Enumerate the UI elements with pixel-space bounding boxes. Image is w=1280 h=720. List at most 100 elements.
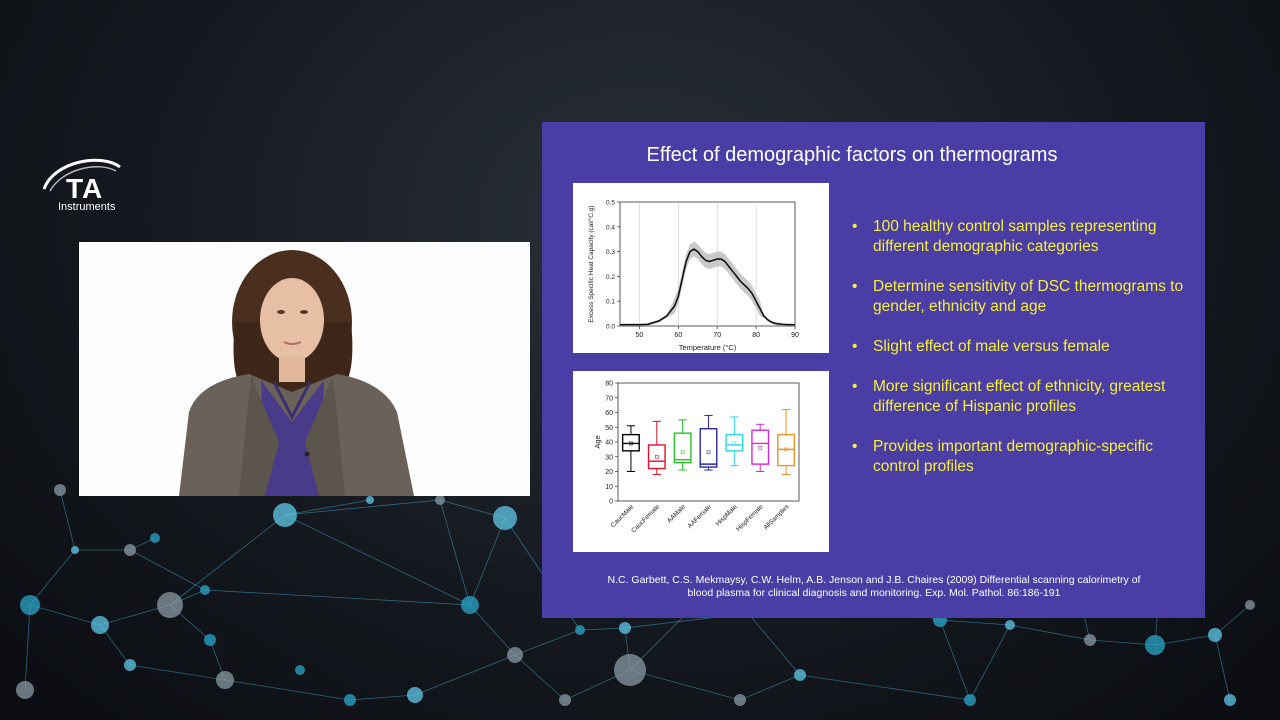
y-tick-label: 0.1 xyxy=(606,299,615,306)
network-node xyxy=(493,506,517,530)
network-node xyxy=(794,669,806,681)
network-link xyxy=(469,517,506,606)
bullet-marker: • xyxy=(852,218,858,235)
y-tick-label: 0 xyxy=(609,499,613,506)
network-link xyxy=(169,514,286,606)
network-node xyxy=(1245,600,1255,610)
x-tick-label: 80 xyxy=(752,332,760,339)
category-label: HispMale xyxy=(715,503,739,527)
network-node xyxy=(964,694,976,706)
network-node xyxy=(16,681,34,699)
network-node xyxy=(435,495,445,505)
network-node xyxy=(91,616,109,634)
category-label: AAMale xyxy=(666,503,687,524)
slide-title: Effect of demographic factors on thermog… xyxy=(646,144,1058,166)
network-node xyxy=(619,622,631,634)
box-AllSamples xyxy=(777,409,796,475)
network-link xyxy=(129,664,226,681)
network-link xyxy=(439,499,471,606)
network-link xyxy=(1009,624,1091,641)
network-node xyxy=(124,544,136,556)
network-node xyxy=(507,647,523,663)
network-link xyxy=(969,624,1011,701)
y-tick-label: 80 xyxy=(605,381,613,388)
ta-instruments-logo: TA Instruments xyxy=(40,155,130,215)
bullet-marker: • xyxy=(852,338,858,355)
network-link xyxy=(1214,634,1231,701)
network-link xyxy=(799,674,971,701)
box-body xyxy=(777,433,796,467)
network-node xyxy=(575,625,585,635)
network-node xyxy=(157,592,183,618)
logo-brand: TA xyxy=(66,173,104,204)
bullet-text: Slight effect of male versus female xyxy=(873,338,1110,355)
mean-marker xyxy=(680,450,685,455)
confidence-band xyxy=(620,241,795,326)
bullet-list: • 100 healthy control samples representin… xyxy=(850,217,1190,497)
x-tick-label: 70 xyxy=(713,332,721,339)
bullet-text: 100 healthy control samples representing… xyxy=(873,218,1157,255)
box-AAFemale xyxy=(699,414,718,471)
x-tick-label: 60 xyxy=(674,332,682,339)
network-link xyxy=(939,619,971,701)
network-link xyxy=(349,694,416,701)
network-node xyxy=(461,596,479,614)
network-node xyxy=(366,496,374,504)
box-CaucFemale xyxy=(647,420,666,475)
y-tick-label: 10 xyxy=(605,484,613,491)
bullet-marker: • xyxy=(852,438,858,455)
mean-marker xyxy=(732,441,737,446)
citation-line: N.C. Garbett, C.S. Mekmaysy, C.W. Helm, … xyxy=(607,574,1141,586)
category-label: CaucFemale xyxy=(630,503,661,534)
network-link xyxy=(514,654,566,701)
network-node xyxy=(150,533,160,543)
plot-frame xyxy=(619,201,796,327)
category-label: AllSamples xyxy=(763,503,791,531)
network-node xyxy=(614,654,646,686)
network-link xyxy=(59,489,76,551)
box-HispFemale xyxy=(751,423,770,472)
bullet-item: • Determine sensitivity of DSC thermogram… xyxy=(850,277,1190,317)
network-link xyxy=(24,604,31,691)
network-node xyxy=(216,671,234,689)
y-axis-label: Excess Specific Heat Capacity (cal/°C.g) xyxy=(587,205,595,322)
box-body xyxy=(725,433,744,452)
network-node xyxy=(200,585,210,595)
network-link xyxy=(224,679,351,701)
mean-marker xyxy=(629,441,633,446)
category-label: CaucMale xyxy=(610,503,636,529)
box-body xyxy=(699,428,718,468)
network-node xyxy=(20,595,40,615)
network-node xyxy=(54,484,66,496)
x-tick-label: 90 xyxy=(791,332,799,339)
network-node xyxy=(1084,634,1096,646)
network-link xyxy=(1154,634,1216,646)
network-link xyxy=(204,589,471,606)
network-link xyxy=(939,619,1011,626)
network-node xyxy=(71,546,79,554)
box-CaucMale xyxy=(621,425,640,472)
citation-line: blood plasma for clinical diagnosis and … xyxy=(687,587,1061,599)
bullet-item: • Provides important demographic-specific… xyxy=(850,437,1190,477)
y-tick-label: 50 xyxy=(605,425,613,432)
presenter-figure xyxy=(179,250,414,496)
network-node xyxy=(1224,694,1236,706)
bullet-item: • Slight effect of male versus female xyxy=(850,337,1190,357)
y-tick-label: 0.5 xyxy=(606,200,615,207)
logo-subtitle: Instruments xyxy=(58,201,116,213)
y-axis-label: Age xyxy=(593,435,602,448)
bullet-item: • More significant effect of ethnicity, g… xyxy=(850,377,1190,417)
bullet-text: Determine sensitivity of DSC thermograms… xyxy=(873,278,1184,315)
y-tick-label: 60 xyxy=(605,410,613,417)
network-link xyxy=(284,499,441,516)
network-node xyxy=(407,687,423,703)
box-body xyxy=(647,444,666,470)
mean-marker xyxy=(758,446,763,450)
box-AAMale xyxy=(673,419,692,471)
network-link xyxy=(29,604,101,626)
network-link xyxy=(284,499,371,516)
bullet-marker: • xyxy=(852,378,858,395)
series-line xyxy=(620,248,795,326)
presenter-video xyxy=(79,242,530,496)
y-tick-label: 20 xyxy=(605,469,613,476)
